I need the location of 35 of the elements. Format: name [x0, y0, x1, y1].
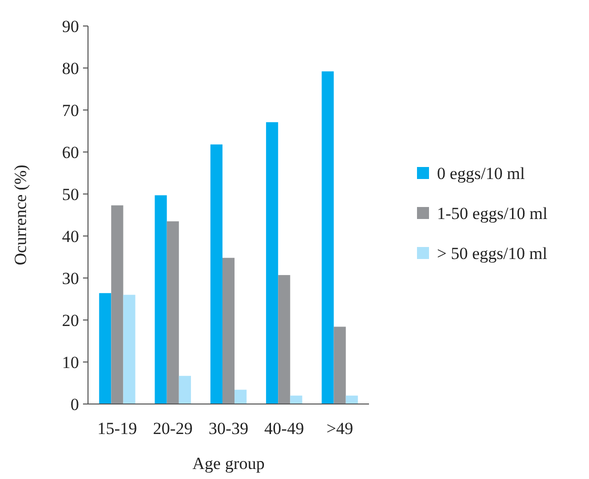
bar — [266, 122, 278, 404]
legend-label: 1-50 eggs/10 ml — [437, 204, 548, 223]
bar — [178, 376, 191, 404]
bar — [234, 390, 247, 404]
y-tick-label: 60 — [62, 142, 79, 162]
y-tick-label: 10 — [62, 352, 79, 372]
bar — [166, 221, 179, 404]
legend-label: 0 eggs/10 ml — [437, 164, 526, 183]
x-axis-title: Age group — [192, 454, 265, 473]
x-tick-label: 40-49 — [264, 419, 304, 438]
bar — [123, 294, 136, 404]
y-tick-label: 80 — [62, 58, 79, 78]
y-axis-title: Ocurrence (%) — [11, 164, 30, 266]
bar — [210, 144, 222, 404]
legend-label: > 50 eggs/10 ml — [437, 244, 548, 263]
x-tick-label: 15-19 — [97, 419, 138, 438]
bar — [334, 326, 346, 404]
y-tick-label: 0 — [70, 394, 79, 414]
bar — [111, 205, 124, 404]
bar — [322, 71, 334, 404]
bar — [222, 258, 235, 404]
bar — [290, 396, 302, 404]
x-tick-label: 20-29 — [153, 419, 193, 438]
bar — [346, 396, 358, 404]
y-tick-label: 90 — [62, 16, 79, 36]
y-tick-label: 20 — [62, 310, 79, 330]
x-tick-label: >49 — [326, 419, 354, 438]
y-tick-label: 70 — [62, 100, 79, 120]
bar — [278, 275, 290, 404]
bar — [99, 293, 112, 404]
x-tick-label: 30-39 — [208, 419, 248, 438]
y-tick-label: 40 — [62, 226, 79, 246]
y-tick-label: 30 — [62, 268, 79, 288]
y-tick-label: 50 — [62, 184, 79, 204]
bar — [154, 195, 167, 404]
